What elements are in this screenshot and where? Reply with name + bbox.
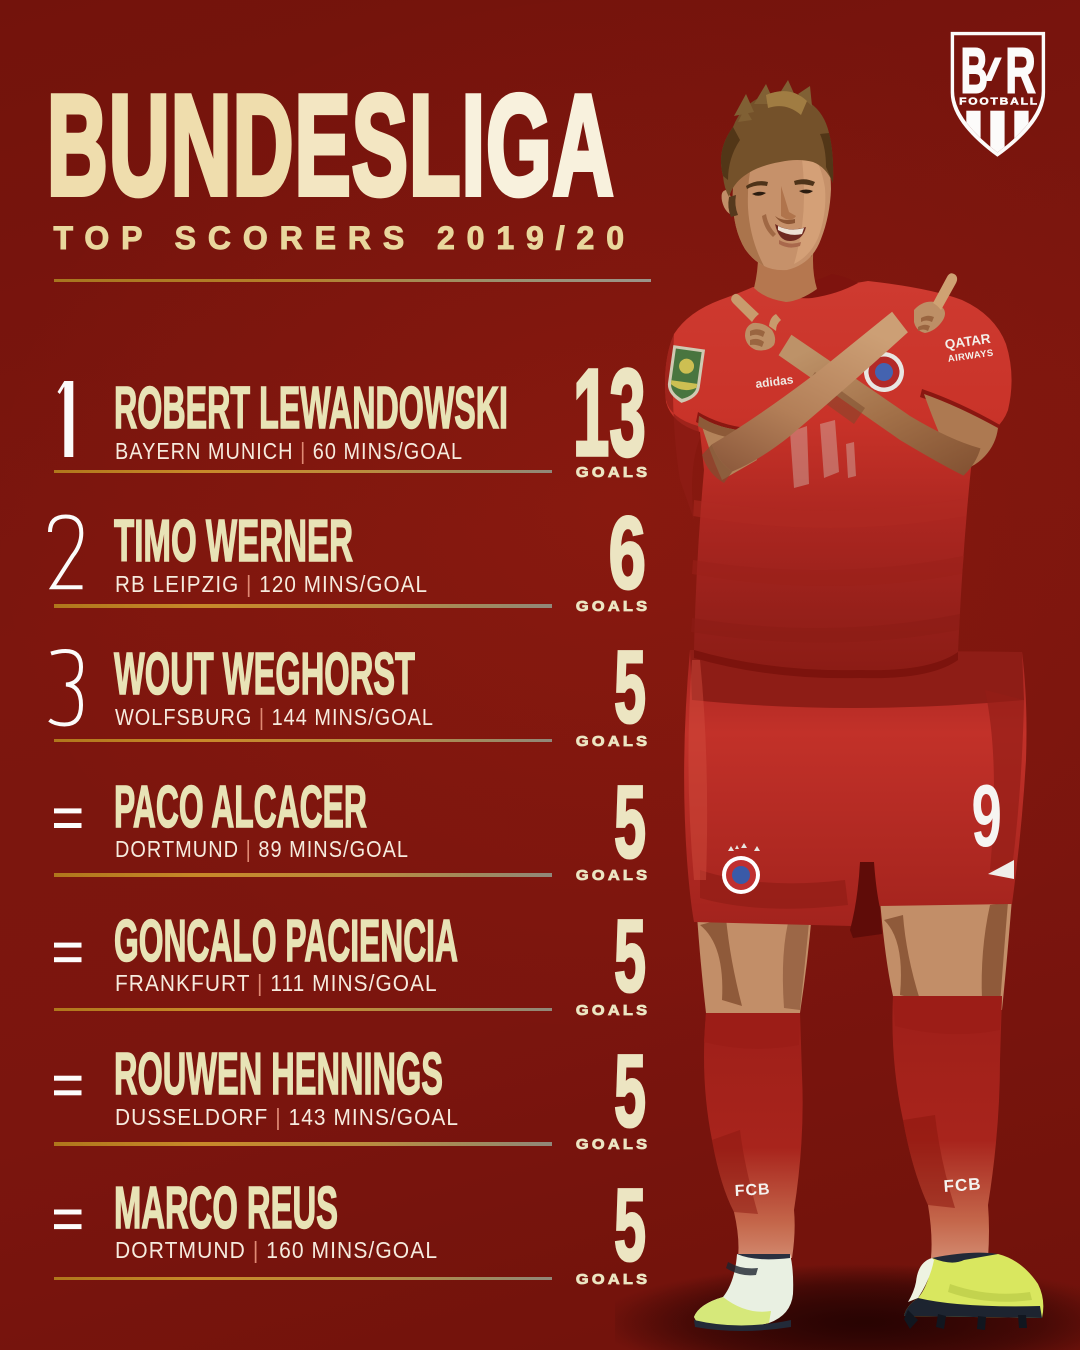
svg-text:9: 9: [972, 767, 1002, 866]
svg-text:B: B: [961, 35, 988, 107]
svg-text:adidas: adidas: [755, 372, 795, 391]
svg-text:QATAR: QATAR: [944, 331, 992, 352]
svg-text:FOOTBALL: FOOTBALL: [959, 96, 1039, 107]
svg-text:FCB: FCB: [734, 1181, 771, 1200]
svg-text:R: R: [1005, 35, 1035, 107]
svg-text:FCB: FCB: [943, 1174, 982, 1196]
